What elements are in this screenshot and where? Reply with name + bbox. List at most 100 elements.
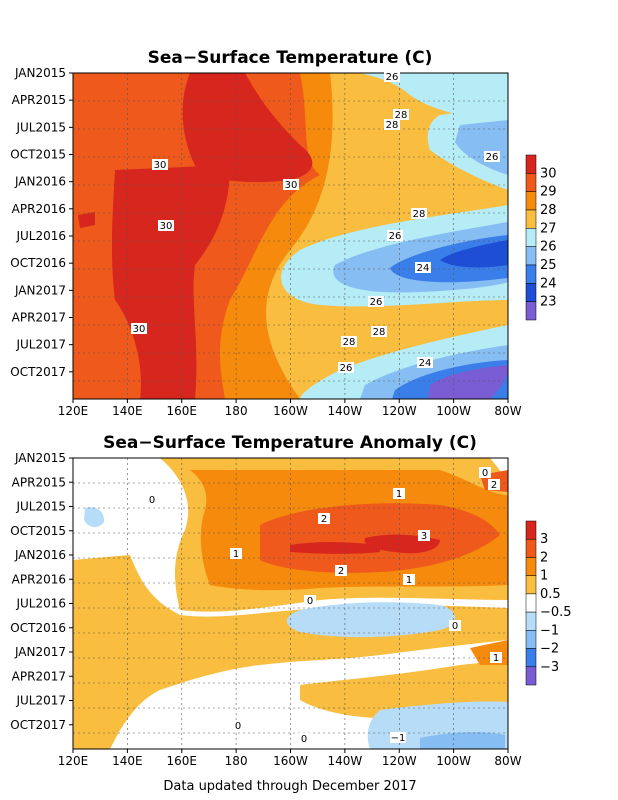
- panel1-colorbar: 30 29 28 27 26 25 24 23: [525, 154, 557, 321]
- p1-clabel-8: 26: [389, 231, 402, 242]
- y-tick-label: JAN2017: [14, 645, 66, 659]
- x-tick-label: 160E: [167, 404, 198, 418]
- y-tick-label: JAN2016: [14, 548, 66, 562]
- p1-clabel-6: 28: [413, 209, 426, 220]
- y-tick-label: APR2016: [12, 202, 66, 216]
- y-tick-label: JUL2017: [15, 338, 66, 352]
- panel2-region-3-a: [290, 541, 380, 554]
- p1-clabel-15: 24: [419, 358, 432, 369]
- p1-clabel-2: 28: [386, 120, 399, 131]
- y-tick-label: APR2015: [12, 93, 66, 107]
- p1-clabel-5: 30: [285, 180, 298, 191]
- y-tick-label: OCT2016: [10, 621, 66, 635]
- p2-clabel-3: 0: [149, 495, 155, 506]
- colorbar-segment: [525, 575, 537, 595]
- x-tick-label: 140E: [112, 754, 143, 768]
- x-tick-label: 100W: [436, 754, 471, 768]
- colorbar-label: 27: [540, 221, 557, 236]
- colorbar-segment: [525, 173, 537, 192]
- x-tick-label: 140W: [327, 754, 362, 768]
- colorbar-label: −3: [540, 660, 559, 675]
- p2-clabel-9: 0: [307, 596, 313, 607]
- colorbar-segment: [525, 191, 537, 211]
- y-tick-label: APR2017: [12, 311, 66, 325]
- y-tick-label: OCT2015: [10, 524, 66, 538]
- panel2-region-neg2-south: [420, 732, 505, 749]
- x-tick-label: 160E: [167, 754, 198, 768]
- p1-clabel-0: 26: [386, 72, 399, 83]
- p1-clabel-3: 26: [486, 152, 499, 163]
- y-tick-label: OCT2015: [10, 148, 66, 162]
- p1-clabel-14: 26: [340, 363, 353, 374]
- y-tick-label: OCT2017: [10, 365, 66, 379]
- panel1-region-23-mid: [440, 240, 508, 268]
- y-tick-label: APR2015: [12, 475, 66, 489]
- y-tick-label: JAN2015: [14, 451, 66, 465]
- colorbar-segment: [525, 520, 537, 540]
- x-tick-label: 160W: [273, 404, 308, 418]
- x-tick-label: 180: [225, 754, 248, 768]
- colorbar-label: 25: [540, 258, 557, 273]
- panel2-contour-labels: 0 1 2 0 2 3 1 2 1 0 0 1 0 0 −1: [146, 467, 502, 745]
- panel2-title: Sea−Surface Temperature Anomaly (C): [103, 433, 477, 453]
- panel1-x-tick-labels: 120E 140E 160E 180 160W 140W 120W 100W 80W: [58, 399, 522, 418]
- y-tick-label: JUL2015: [15, 500, 66, 514]
- p1-clabel-10: 26: [370, 297, 383, 308]
- y-tick-label: JUL2015: [15, 120, 66, 134]
- colorbar-segment: [525, 630, 537, 649]
- colorbar-segment: [525, 209, 537, 229]
- panel1-title: Sea−Surface Temperature (C): [148, 48, 433, 68]
- colorbar-segment: [525, 264, 537, 284]
- footer-note: Data updated through December 2017: [163, 779, 416, 794]
- y-tick-label: JAN2017: [14, 283, 66, 297]
- panel1-region-30-main: [111, 165, 230, 399]
- panel1-y-tick-labels: JAN2015 APR2015 JUL2015 OCT2015 JAN2016 APR20…: [10, 66, 73, 379]
- panel1-region-26-north: [360, 73, 508, 120]
- colorbar-segment: [525, 593, 537, 613]
- p1-clabel-4: 30: [154, 160, 167, 171]
- colorbar-label: 29: [540, 185, 557, 200]
- colorbar-label: 0.5: [540, 587, 561, 602]
- panel2-x-tick-labels: 120E 140E 160E 180 160W 140W 120W 100W 80W: [58, 749, 522, 768]
- y-tick-label: OCT2016: [10, 256, 66, 270]
- colorbar-label: 3: [540, 532, 548, 547]
- p1-clabel-9: 24: [417, 263, 430, 274]
- colorbar-label: 23: [540, 295, 557, 310]
- panel2-heatmap: [73, 458, 508, 749]
- colorbar-label: −1: [540, 623, 559, 638]
- colorbar-label: 24: [540, 276, 557, 291]
- colorbar-segment: [525, 557, 537, 576]
- p1-clabel-7: 30: [160, 221, 173, 232]
- panel2-y-tick-labels: JAN2015 APR2015 JUL2015 OCT2015 JAN2016 APR20…: [10, 451, 73, 732]
- y-tick-label: OCT2017: [10, 718, 66, 732]
- y-tick-label: JAN2016: [14, 175, 66, 189]
- panel2-region-neg-central: [286, 602, 455, 638]
- p2-clabel-11: 1: [493, 653, 499, 664]
- colorbar-label: 30: [540, 166, 557, 181]
- p2-clabel-2: 2: [491, 480, 497, 491]
- panel2-colorbar: 3 2 1 0.5 −0.5 −1 −2 −3: [525, 520, 572, 686]
- p2-clabel-6: 1: [233, 549, 239, 560]
- y-tick-label: JUL2017: [15, 694, 66, 708]
- p2-clabel-10: 0: [452, 621, 458, 632]
- x-tick-label: 120W: [382, 754, 417, 768]
- x-tick-label: 140W: [327, 404, 362, 418]
- y-tick-label: JUL2016: [15, 597, 66, 611]
- colorbar-segment: [525, 228, 537, 247]
- panel1-region-30-north: [182, 73, 313, 183]
- p2-clabel-13: 0: [301, 734, 307, 745]
- x-tick-label: 80W: [494, 404, 521, 418]
- panel2-region-0p5-south: [73, 555, 508, 749]
- colorbar-label: 2: [540, 550, 548, 565]
- panel1-region-30-patch: [78, 212, 95, 228]
- y-tick-label: APR2016: [12, 572, 66, 586]
- p2-clabel-4: 2: [321, 514, 327, 525]
- colorbar-label: −2: [540, 642, 559, 657]
- x-tick-label: 120E: [58, 754, 89, 768]
- x-tick-label: 160W: [273, 754, 308, 768]
- x-tick-label: 120E: [58, 404, 89, 418]
- p1-clabel-11: 28: [373, 327, 386, 338]
- panel2-region-neg-west: [84, 507, 105, 528]
- y-tick-label: JAN2015: [14, 66, 66, 80]
